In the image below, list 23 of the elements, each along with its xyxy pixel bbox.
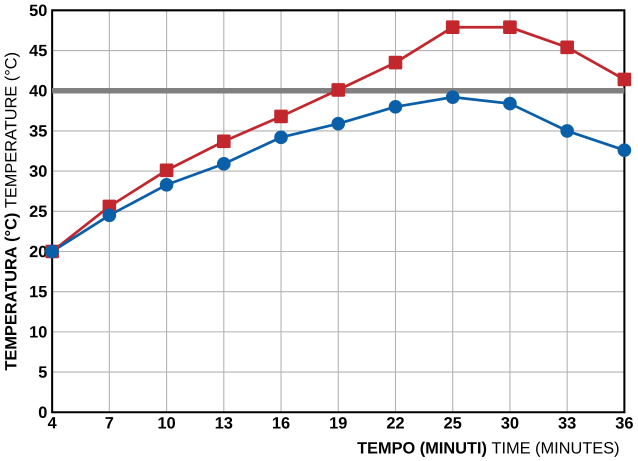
y-tick-label: 0 xyxy=(38,406,47,418)
x-tick-label: 16 xyxy=(272,416,290,428)
x-tick-label: 10 xyxy=(158,416,175,428)
x-tick-label: 7 xyxy=(106,416,114,428)
x-tick-label: 33 xyxy=(558,416,576,428)
y-tick-label: 40 xyxy=(29,84,47,96)
x-tick-label: 4 xyxy=(48,416,57,428)
y-tick-label: 50 xyxy=(30,4,47,16)
y-tick-label: 5 xyxy=(38,366,47,378)
y-tick-label: 45 xyxy=(29,44,47,56)
x-tick-label: 13 xyxy=(216,416,232,428)
y-axis-title: TEMPERATURA (°C) TEMPERATURE (°C) xyxy=(4,52,20,370)
y-tick-label: 35 xyxy=(30,124,47,137)
x-tick-label: 22 xyxy=(386,416,404,428)
y-tick-label: 30 xyxy=(30,165,47,177)
y-tick-label: 15 xyxy=(30,286,47,298)
x-tick-label: 36 xyxy=(616,416,633,428)
y-tick-label: 25 xyxy=(30,205,47,217)
x-tick-label: 19 xyxy=(330,416,347,428)
x-axis-title: TEMPO (MINUTI) TIME (MINUTES) xyxy=(357,441,619,457)
x-tick-label: 25 xyxy=(444,416,462,428)
x-tick-label: 30 xyxy=(501,416,518,428)
y-tick-label: 10 xyxy=(30,326,47,338)
